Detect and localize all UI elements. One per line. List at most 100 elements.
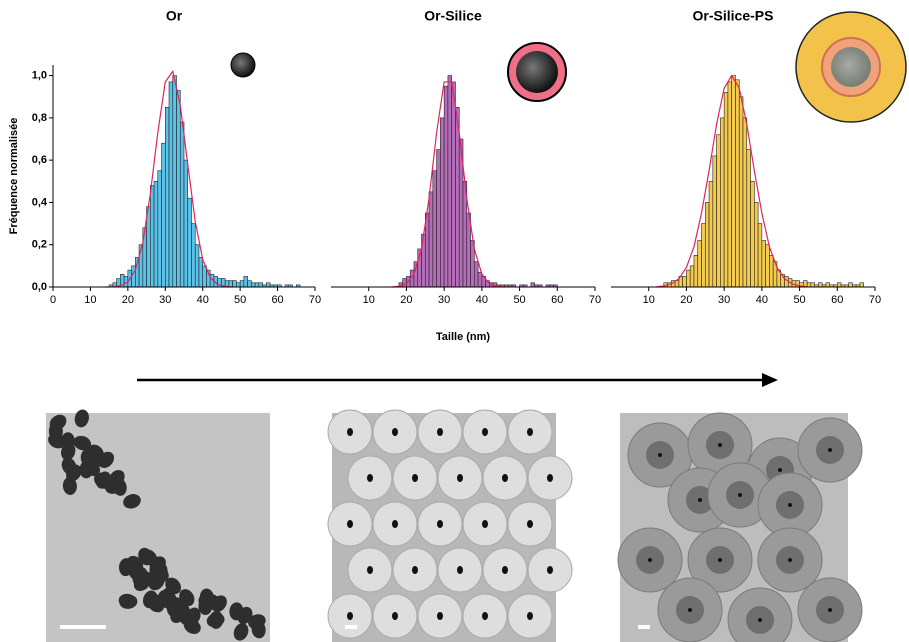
bar bbox=[466, 212, 471, 288]
particle bbox=[185, 607, 201, 625]
gold-core bbox=[527, 520, 533, 528]
gold-core bbox=[828, 448, 832, 452]
x-tick-label: 30 bbox=[718, 294, 730, 306]
bar bbox=[693, 254, 699, 288]
bar bbox=[697, 240, 702, 288]
bar bbox=[251, 282, 256, 288]
gold-core bbox=[482, 612, 488, 620]
bar bbox=[153, 180, 159, 288]
particle bbox=[206, 612, 225, 628]
bar bbox=[530, 282, 535, 288]
gold-core bbox=[648, 558, 652, 562]
tem-image-silica bbox=[327, 409, 573, 642]
bar bbox=[806, 282, 812, 288]
particle bbox=[74, 409, 89, 428]
bar bbox=[232, 280, 237, 288]
bar bbox=[157, 170, 162, 288]
bar bbox=[708, 180, 714, 288]
bar bbox=[131, 265, 136, 288]
bar bbox=[179, 121, 185, 288]
bar bbox=[202, 265, 207, 288]
gold-core bbox=[457, 566, 463, 574]
bar bbox=[784, 276, 789, 288]
bar bbox=[239, 280, 245, 288]
x-tick-label: 60 bbox=[271, 294, 283, 306]
particle bbox=[123, 494, 141, 509]
particle bbox=[80, 448, 95, 467]
fit-curve bbox=[105, 69, 233, 288]
particle bbox=[118, 593, 137, 608]
tem-image-gold bbox=[46, 409, 270, 642]
bar bbox=[194, 244, 200, 288]
bar bbox=[243, 276, 248, 288]
bar bbox=[704, 202, 710, 288]
bar bbox=[757, 223, 763, 288]
gold-core bbox=[437, 428, 443, 436]
particle bbox=[135, 571, 154, 586]
y-tick-label: 1,0 bbox=[32, 69, 47, 81]
bar bbox=[727, 81, 732, 288]
particle bbox=[148, 573, 165, 591]
gold-core bbox=[482, 428, 488, 436]
particle bbox=[237, 606, 253, 625]
bar bbox=[754, 202, 759, 288]
bar bbox=[731, 75, 736, 288]
gold-core bbox=[367, 566, 373, 574]
x-tick-label: 10 bbox=[363, 294, 375, 306]
bar bbox=[682, 276, 687, 288]
y-tick-label: 0,0 bbox=[32, 281, 47, 293]
x-tick-label: 40 bbox=[756, 294, 768, 306]
fit-curve bbox=[656, 74, 808, 288]
particle bbox=[142, 590, 158, 609]
gold-core bbox=[547, 474, 553, 482]
tem-image-ps bbox=[617, 412, 863, 642]
bar bbox=[761, 240, 766, 288]
y-tick-label: 0,8 bbox=[32, 112, 47, 124]
scale-bar bbox=[345, 625, 357, 629]
icon-silica-core bbox=[516, 51, 558, 93]
bar bbox=[746, 149, 751, 288]
icon-ps-core bbox=[831, 47, 871, 87]
gold-core bbox=[718, 558, 722, 562]
particle bbox=[118, 558, 134, 577]
particle bbox=[62, 477, 77, 495]
bar bbox=[183, 159, 189, 288]
bar bbox=[836, 282, 842, 288]
bar bbox=[164, 106, 170, 288]
particle bbox=[60, 432, 75, 451]
bar bbox=[765, 244, 770, 288]
bar bbox=[720, 117, 725, 288]
particle bbox=[141, 549, 158, 566]
y-tick-label: 0,2 bbox=[32, 239, 47, 251]
fit-curve bbox=[391, 81, 505, 288]
gold-core bbox=[412, 474, 418, 482]
bar bbox=[723, 92, 729, 288]
bar bbox=[424, 212, 430, 288]
bar bbox=[432, 170, 437, 288]
particle bbox=[170, 605, 186, 624]
bar bbox=[428, 191, 434, 288]
bar bbox=[436, 149, 441, 288]
x-tick-label: 20 bbox=[400, 294, 412, 306]
gold-core bbox=[788, 503, 792, 507]
gold-core bbox=[347, 612, 353, 620]
gold-core bbox=[527, 612, 533, 620]
gold-core bbox=[688, 608, 692, 612]
chart-title: Or-Silice bbox=[424, 8, 482, 24]
gold-core bbox=[457, 474, 463, 482]
bar bbox=[254, 282, 260, 288]
gold-core bbox=[482, 520, 488, 528]
bar bbox=[440, 117, 445, 288]
gold-core bbox=[392, 520, 398, 528]
x-tick-label: 70 bbox=[869, 294, 881, 306]
bar bbox=[701, 223, 706, 288]
x-tick-label: 50 bbox=[793, 294, 805, 306]
bar bbox=[172, 75, 177, 288]
gold-core bbox=[437, 612, 443, 620]
gold-core bbox=[788, 558, 792, 562]
arrow-head bbox=[762, 373, 778, 387]
x-tick-label: 30 bbox=[438, 294, 450, 306]
x-tick-label: 10 bbox=[643, 294, 655, 306]
x-tick-label: 10 bbox=[84, 294, 96, 306]
